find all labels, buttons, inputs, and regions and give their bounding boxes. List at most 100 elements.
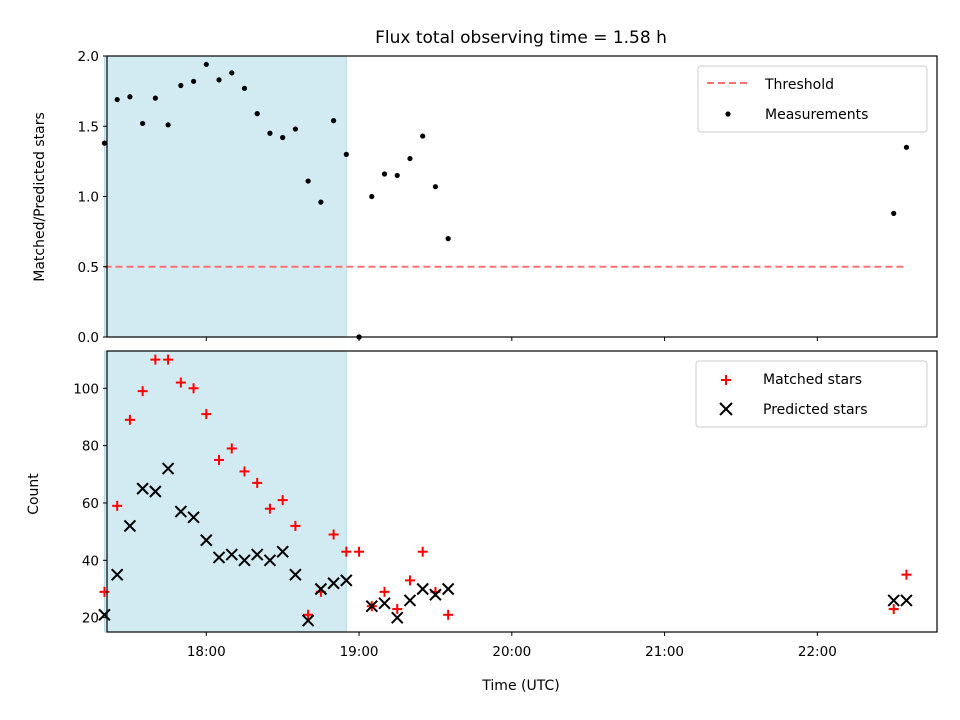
measurements-point bbox=[369, 193, 375, 200]
predicted-stars-point bbox=[161, 462, 175, 475]
ratio-x-ticks bbox=[205, 337, 818, 341]
predicted-stars-point bbox=[98, 608, 111, 622]
predicted-stars-point bbox=[887, 594, 900, 607]
matched-stars-point bbox=[99, 586, 110, 597]
predicted-stars-point bbox=[314, 582, 328, 596]
ratio-observing-interval bbox=[103, 55, 347, 338]
matched-stars-point bbox=[201, 409, 212, 420]
measurements-point bbox=[114, 96, 120, 103]
matched-stars-point bbox=[901, 569, 912, 580]
predicted-legend-label: Predicted stars bbox=[763, 402, 868, 418]
predicted-stars-point bbox=[123, 519, 137, 533]
count-x-tick-label: 21:00 bbox=[645, 644, 684, 660]
measurements-point bbox=[140, 120, 146, 127]
predicted-stars-point bbox=[301, 614, 315, 627]
measurements-point bbox=[903, 144, 910, 150]
matched-stars-point bbox=[417, 546, 428, 557]
matched-stars-point bbox=[252, 477, 263, 488]
matched-stars-point bbox=[290, 520, 301, 531]
predicted-stars-point bbox=[403, 594, 417, 607]
predicted-stars-point bbox=[263, 554, 277, 567]
predicted-stars-point bbox=[251, 548, 264, 561]
matched-stars-point bbox=[124, 414, 135, 425]
matched-stars-point bbox=[264, 503, 275, 514]
measurements-point bbox=[445, 236, 451, 242]
ratio-y-tick-label: 1.0 bbox=[78, 190, 99, 206]
predicted-stars-point bbox=[416, 582, 429, 596]
ratio-y-axis-label: Matched/Predicted stars bbox=[32, 112, 48, 282]
matched-stars-point bbox=[443, 609, 454, 620]
measurements-point bbox=[420, 133, 426, 139]
count-y-tick-label: 40 bbox=[82, 553, 99, 569]
measurements-point bbox=[203, 61, 209, 68]
measurements-point bbox=[432, 184, 439, 190]
count-panel: 20 40 60 80 100 18:00 19:00 20:00 21:00 22:00 Co… bbox=[26, 350, 938, 694]
count-y-tick-label: 20 bbox=[82, 611, 99, 627]
threshold-legend-label: Threshold bbox=[764, 77, 834, 93]
measurements-point bbox=[241, 85, 248, 91]
matched-stars-point bbox=[112, 500, 123, 511]
ratio-panel: 0.00.51.01.52.0 Matched/Predicted stars … bbox=[32, 49, 938, 346]
ratio-legend: Threshold Measurements bbox=[697, 65, 928, 133]
matched-stars-point bbox=[188, 383, 199, 394]
count-y-tick-label: 60 bbox=[82, 496, 99, 512]
count-plot-area bbox=[98, 350, 913, 633]
measurements-point bbox=[330, 118, 337, 124]
matched-stars-point bbox=[175, 377, 186, 388]
count-plot-frame bbox=[106, 350, 938, 633]
count-x-tick-label: 20:00 bbox=[492, 644, 531, 660]
count-y-tick-label: 80 bbox=[82, 439, 99, 455]
matched-stars-point bbox=[379, 586, 390, 597]
measurements-point bbox=[318, 199, 324, 205]
matched-stars-point bbox=[341, 546, 352, 557]
predicted-stars-point bbox=[378, 597, 391, 610]
count-y-tick-label: 100 bbox=[73, 381, 99, 397]
ratio-y-tick-label: 0.0 bbox=[78, 330, 99, 346]
predicted-stars-point bbox=[289, 568, 302, 581]
measurements-point bbox=[267, 130, 273, 136]
matched-stars-point bbox=[888, 604, 899, 615]
measurements-point bbox=[394, 172, 400, 179]
predicted-stars-point bbox=[149, 485, 162, 498]
x-axis-label: Time (UTC) bbox=[481, 678, 559, 694]
measurements-point bbox=[178, 82, 184, 89]
measurements-point bbox=[305, 178, 311, 184]
measurements-legend-label: Measurements bbox=[765, 107, 868, 123]
measurements-point bbox=[280, 134, 286, 141]
measurements-point bbox=[407, 155, 413, 162]
measurements-point bbox=[381, 171, 388, 177]
measurements-point bbox=[101, 140, 108, 146]
measurements-point bbox=[127, 94, 133, 100]
ratio-y-tick-label: 1.5 bbox=[78, 119, 99, 135]
count-x-tick-label: 22:00 bbox=[798, 644, 837, 660]
ratio-plot-area bbox=[101, 55, 910, 340]
predicted-stars-point bbox=[441, 582, 455, 596]
ratio-y-axis: 0.0 0.5 1.0 1.5 2.0 bbox=[78, 49, 107, 346]
predicted-stars-point bbox=[327, 577, 340, 590]
count-x-tick-label: 19:00 bbox=[340, 644, 379, 660]
predicted-stars-point bbox=[110, 568, 124, 581]
predicted-stars-point bbox=[900, 594, 913, 607]
ratio-y-tick-label: 2.0 bbox=[78, 49, 99, 65]
measurements-point bbox=[254, 111, 260, 117]
predicted-stars-point bbox=[365, 599, 378, 613]
measurements-point bbox=[891, 210, 897, 216]
predicted-stars-point bbox=[200, 534, 213, 547]
matched-stars-point bbox=[150, 354, 161, 365]
predicted-stars-point bbox=[340, 574, 353, 587]
ratio-legend-box bbox=[697, 65, 928, 133]
matched-stars-point bbox=[163, 354, 174, 365]
matched-stars-point bbox=[239, 466, 250, 477]
measurements-point bbox=[343, 151, 349, 157]
predicted-stars-point bbox=[136, 482, 149, 495]
matched-stars-point bbox=[303, 609, 314, 620]
matched-stars-point bbox=[392, 604, 403, 615]
matched-stars-point bbox=[354, 546, 365, 557]
measurements-point bbox=[229, 70, 235, 76]
measurements-point bbox=[190, 78, 197, 84]
predicted-stars-point bbox=[391, 611, 404, 624]
measurements-point bbox=[152, 95, 158, 101]
measurements-legend-marker bbox=[725, 111, 731, 117]
predicted-stars-point bbox=[225, 548, 238, 561]
